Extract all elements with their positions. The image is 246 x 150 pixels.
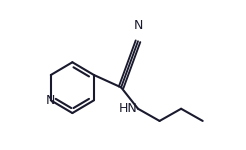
Text: N: N [133, 19, 143, 32]
Text: HN: HN [118, 102, 137, 115]
Text: N: N [46, 94, 56, 107]
